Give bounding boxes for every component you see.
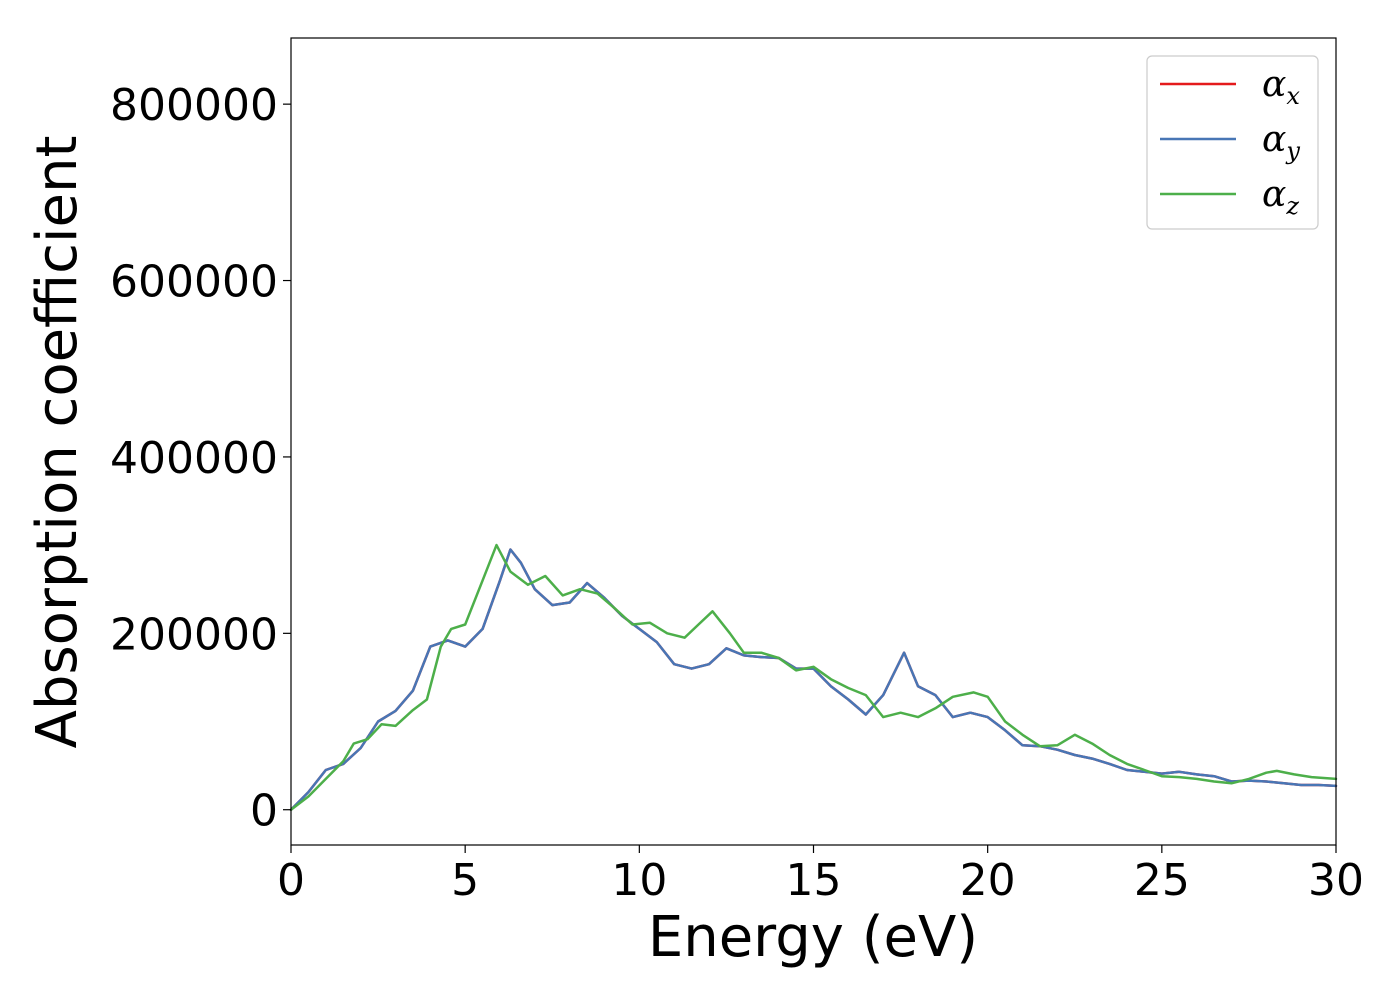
x-axis-ticks: 0 5 10 15 20 25 30 <box>277 845 1364 906</box>
x-tick-label: 15 <box>786 855 842 906</box>
series-layer <box>289 543 1338 811</box>
x-tick-label: 5 <box>451 855 479 906</box>
y-tick-label: 200000 <box>110 609 278 660</box>
x-tick-label: 10 <box>611 855 667 906</box>
x-tick-label: 25 <box>1134 855 1190 906</box>
legend-box <box>1146 55 1319 230</box>
series-line-alpha-z <box>289 543 1338 811</box>
x-tick-label: 20 <box>960 855 1016 906</box>
y-tick-label: 600000 <box>110 257 278 308</box>
y-axis-ticks: 0 200000 400000 600000 800000 <box>110 80 291 837</box>
y-tick-label: 400000 <box>110 433 278 484</box>
y-tick-label: 800000 <box>110 80 278 131</box>
y-axis-label: Absorption coefficient <box>25 136 90 749</box>
x-tick-label: 30 <box>1308 855 1364 906</box>
x-tick-label: 0 <box>277 855 305 906</box>
y-tick-label: 0 <box>250 786 278 837</box>
x-axis-label: Energy (eV) <box>648 905 978 970</box>
